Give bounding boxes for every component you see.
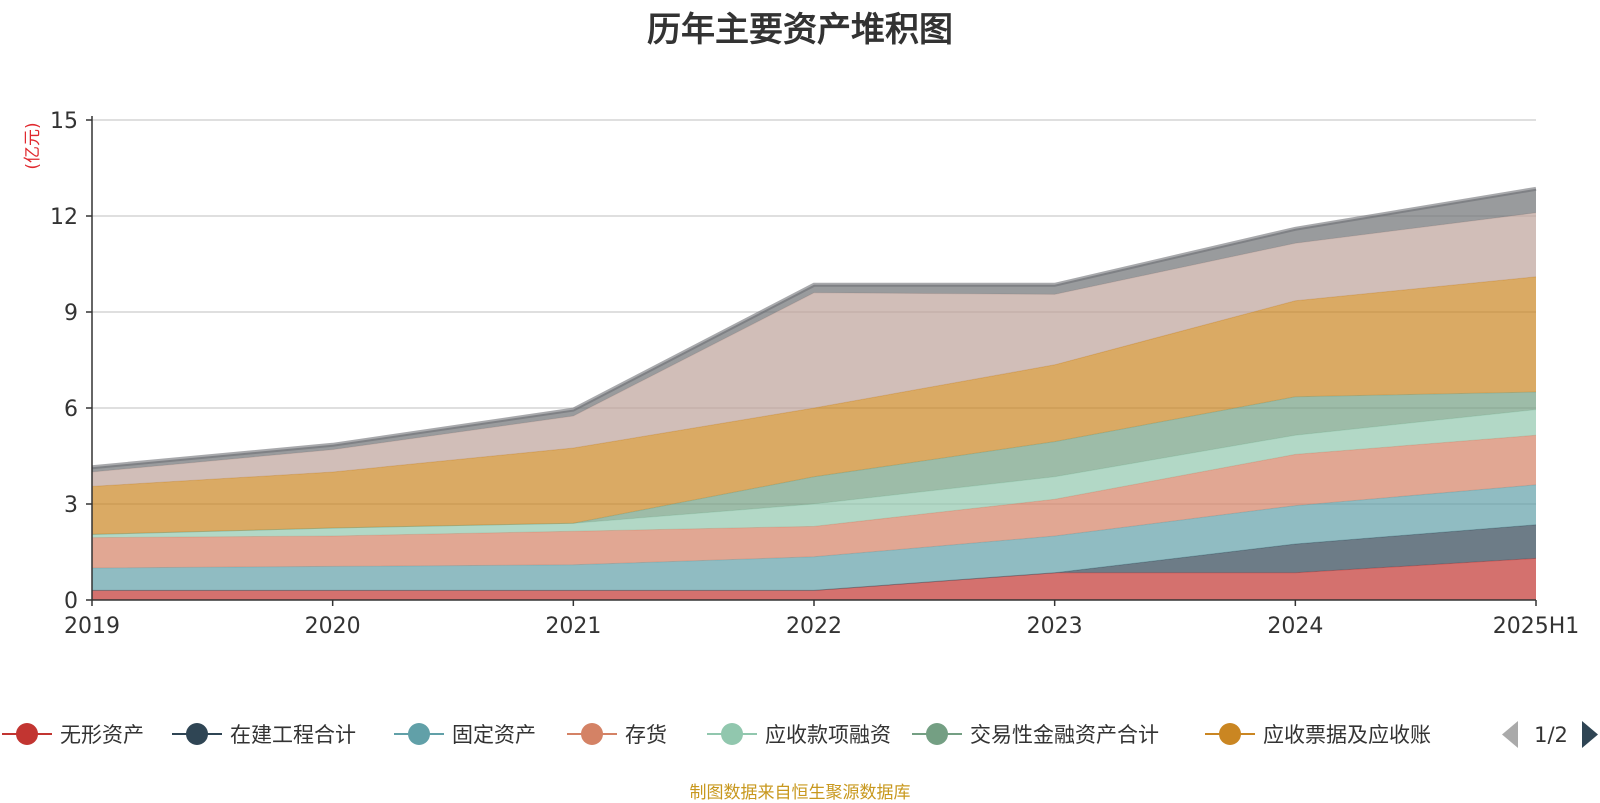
x-tick-label: 2019 xyxy=(64,614,120,639)
legend-item-0[interactable]: 无形资产 xyxy=(2,723,144,747)
legend-marker xyxy=(186,723,208,745)
x-tick-label: 2025H1 xyxy=(1493,614,1580,639)
legend-label: 应收票据及应收账 xyxy=(1263,723,1431,747)
y-tick-label: 9 xyxy=(64,301,78,326)
y-tick-label: 0 xyxy=(64,589,78,614)
legend-label: 交易性金融资产合计 xyxy=(970,723,1159,747)
area-series-1[interactable] xyxy=(92,524,1536,591)
x-tick-label: 2023 xyxy=(1027,614,1083,639)
legend-label: 无形资产 xyxy=(60,723,144,747)
y-tick-label: 15 xyxy=(50,109,78,134)
legend-label: 固定资产 xyxy=(452,723,536,747)
legend-label: 应收款项融资 xyxy=(765,723,891,747)
x-tick-label: 2022 xyxy=(786,614,842,639)
legend-label: 存货 xyxy=(625,723,667,747)
legend-item-4[interactable]: 应收款项融资 xyxy=(707,723,891,747)
area-series-6[interactable] xyxy=(92,276,1536,535)
area-series-3[interactable] xyxy=(92,435,1536,568)
legend-item-2[interactable]: 固定资产 xyxy=(394,723,536,747)
legend-marker xyxy=(1219,723,1241,745)
x-tick-label: 2024 xyxy=(1267,614,1323,639)
x-tick-label: 2020 xyxy=(305,614,361,639)
area-line-8 xyxy=(91,186,1537,470)
legend-item-6[interactable]: 应收票据及应收账 xyxy=(1205,723,1431,747)
y-tick-label: 12 xyxy=(50,205,78,230)
area-series-4[interactable] xyxy=(92,409,1536,538)
legend-page-indicator: 1/2 xyxy=(1534,723,1568,747)
y-tick-label: 6 xyxy=(64,397,78,422)
y-tick-label: 3 xyxy=(64,493,78,518)
source-note: 制图数据来自恒生聚源数据库 xyxy=(689,783,911,803)
legend-marker xyxy=(581,723,603,745)
legend-marker xyxy=(926,723,948,745)
area-series-5[interactable] xyxy=(92,392,1536,535)
legend-item-3[interactable]: 存货 xyxy=(567,723,667,747)
legend-item-1[interactable]: 在建工程合计 xyxy=(172,723,356,747)
legend-marker xyxy=(721,723,743,745)
area-series[interactable] xyxy=(91,186,1537,600)
legend-marker xyxy=(16,723,38,745)
legend-label: 在建工程合计 xyxy=(230,723,356,747)
legend-marker xyxy=(408,723,430,745)
legend-item-5[interactable]: 交易性金融资产合计 xyxy=(912,723,1159,747)
area-series-0[interactable] xyxy=(92,558,1536,600)
legend-next-page-icon[interactable] xyxy=(1582,721,1598,748)
area-series-8[interactable] xyxy=(92,188,1536,473)
legend[interactable]: 无形资产 在建工程合计 固定资产 存货 应收款项融资 交易性金融资产合计 应收票据及应收账 1… xyxy=(2,721,1598,748)
area-series-2[interactable] xyxy=(92,484,1536,591)
legend-prev-page-icon[interactable] xyxy=(1502,721,1518,748)
chart-title: 历年主要资产堆积图 xyxy=(647,10,953,50)
y-axis-label: (亿元) xyxy=(23,122,43,169)
area-series-7[interactable] xyxy=(92,212,1536,487)
axes: 0 3 6 9 12 15 2019 2020 2021 2022 2023 2024 2025H1 xyxy=(50,109,1579,639)
x-tick-label: 2021 xyxy=(545,614,601,639)
